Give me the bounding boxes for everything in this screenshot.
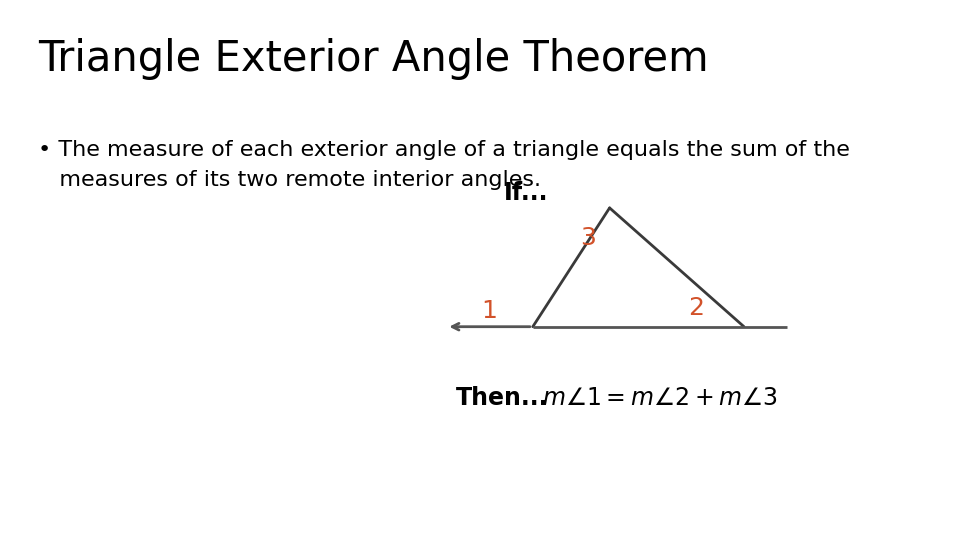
Text: If...: If... — [504, 181, 548, 205]
Text: Triangle Exterior Angle Theorem: Triangle Exterior Angle Theorem — [38, 38, 709, 80]
Text: • The measure of each exterior angle of a triangle equals the sum of the: • The measure of each exterior angle of … — [38, 140, 851, 160]
Text: 1: 1 — [482, 299, 497, 322]
Text: $m\angle 1 = m\angle 2 + m\angle 3$: $m\angle 1 = m\angle 2 + m\angle 3$ — [542, 386, 779, 410]
Text: 3: 3 — [581, 226, 596, 249]
Text: 2: 2 — [688, 296, 704, 320]
Text: Then...: Then... — [456, 386, 548, 410]
Text: measures of its two remote interior angles.: measures of its two remote interior angl… — [38, 170, 541, 190]
